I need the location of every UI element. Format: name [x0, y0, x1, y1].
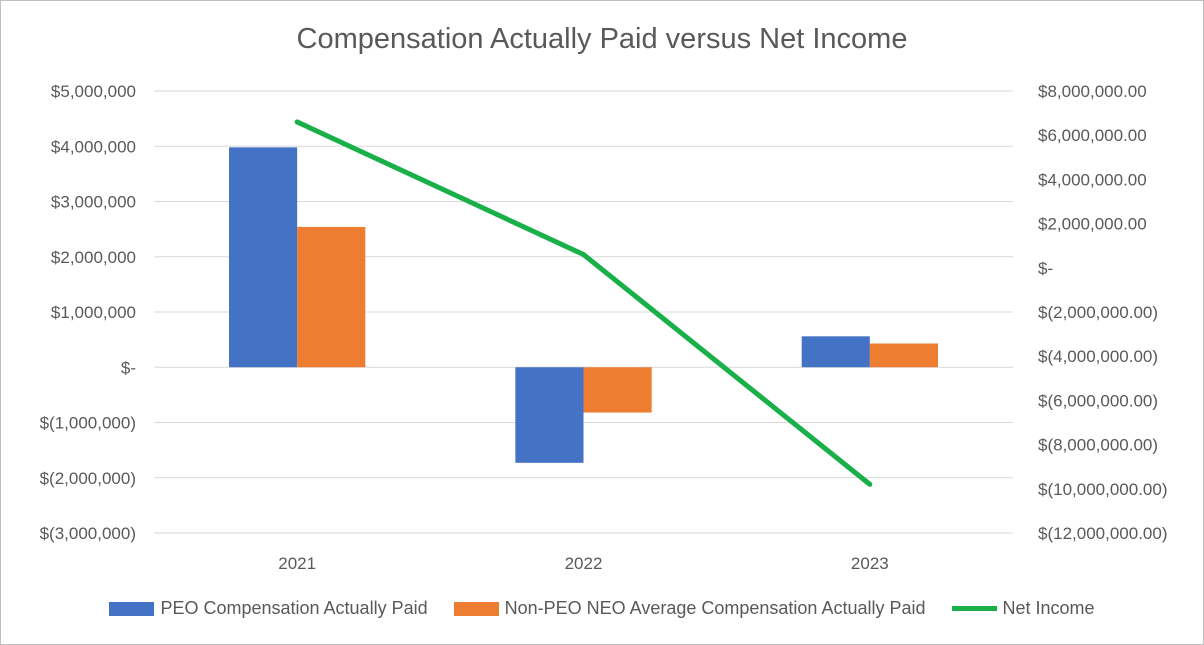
legend-item-peo: PEO Compensation Actually Paid — [109, 598, 428, 619]
y-left-tick-label: $(2,000,000) — [40, 469, 136, 488]
bar-peo-2023 — [801, 336, 870, 368]
y-right-tick-label: $(10,000,000.00) — [1038, 480, 1168, 499]
y-left-tick-label: $2,000,000 — [51, 248, 136, 267]
y-right-tick-label: $(12,000,000.00) — [1038, 524, 1168, 543]
chart-plot: $(3,000,000) $(2,000,000) $(1,000,000) $- $1… — [40, 82, 1168, 573]
legend-swatch-peo — [109, 601, 155, 616]
y-right-tick-label: $(2,000,000.00) — [1038, 303, 1158, 322]
y-right-tick-label: $- — [1038, 259, 1053, 278]
bar-non-peo-2023 — [869, 343, 938, 368]
legend-swatch-net-income — [951, 606, 997, 611]
y-left-tick-label: $4,000,000 — [51, 137, 136, 156]
y-left-tick-label: $1,000,000 — [51, 303, 136, 322]
legend-item-net-income: Net Income — [951, 598, 1095, 619]
legend-label-non-peo: Non-PEO NEO Average Compensation Actuall… — [504, 598, 926, 618]
legend-label-net-income: Net Income — [1002, 598, 1095, 618]
legend: PEO Compensation Actually Paid Non-PEO N… — [1, 598, 1203, 619]
y-right-tick-label: $2,000,000.00 — [1038, 215, 1147, 234]
y-right-tick-label: $(6,000,000.00) — [1038, 391, 1158, 410]
legend-swatch-non-peo — [453, 601, 499, 616]
y-left-tick-label: $5,000,000 — [51, 82, 136, 101]
y-left-tick-label: $(1,000,000) — [40, 414, 136, 433]
y-right-tick-label: $4,000,000.00 — [1038, 170, 1147, 189]
bar-non-peo-2021 — [297, 226, 366, 368]
y-right-tick-label: $(4,000,000.00) — [1038, 347, 1158, 366]
bar-peo-2021 — [229, 147, 298, 368]
y-left-tick-label: $(3,000,000) — [40, 524, 136, 543]
bar-non-peo-2022 — [583, 367, 652, 413]
legend-label-peo: PEO Compensation Actually Paid — [160, 598, 428, 618]
y-right-tick-label: $(8,000,000.00) — [1038, 436, 1158, 455]
y-left-tick-label: $- — [121, 358, 136, 377]
legend-item-non-peo: Non-PEO NEO Average Compensation Actuall… — [453, 598, 926, 619]
y-right-tick-label: $8,000,000.00 — [1038, 82, 1147, 101]
x-tick-label: 2021 — [278, 554, 316, 573]
y-right-tick-label: $6,000,000.00 — [1038, 126, 1147, 145]
x-tick-label: 2022 — [565, 554, 603, 573]
x-tick-label: 2023 — [851, 554, 889, 573]
y-left-tick-label: $3,000,000 — [51, 193, 136, 212]
chart-title: Compensation Actually Paid versus Net In… — [296, 23, 908, 55]
bar-peo-2022 — [515, 367, 584, 463]
